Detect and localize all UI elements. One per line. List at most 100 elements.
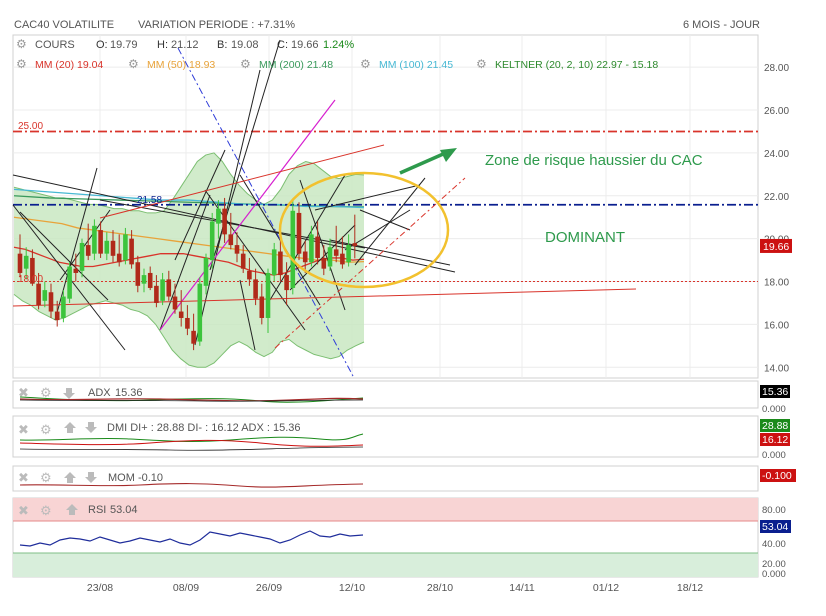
candle-body [290,210,296,288]
gear-icon[interactable]: ⚙ [40,470,52,485]
trend-line [194,69,261,346]
candle-body [54,311,60,321]
move-down-icon[interactable] [63,388,75,399]
main-chart-frame [12,34,759,379]
gear-icon[interactable]: ⚙ [360,57,371,71]
adx-frame [12,380,759,409]
move-up-icon[interactable] [64,422,76,433]
mom-value-badge [760,469,796,482]
candle-body [123,234,128,261]
date-tick-label: 12/10 [339,582,365,594]
close-icon[interactable]: ✖ [18,422,29,437]
candle-body [302,251,308,263]
move-up-icon[interactable] [64,472,76,483]
move-up-icon[interactable] [66,504,78,515]
gear-icon[interactable]: ⚙ [40,422,52,437]
date-tick-label: 08/09 [173,582,199,594]
candle-body [141,275,147,284]
gear-icon[interactable]: ⚙ [16,57,27,71]
keltner-lower-line [13,293,365,368]
dmi-minus-badge [760,433,790,446]
candle-body [116,253,122,263]
ma100-line [13,188,365,209]
indicator-label: KELTNER (20, 2, 10) 22.97 - 15.18 [495,59,658,71]
trend-line [12,174,456,273]
dmi-label: DMI DI+ : 28.88 DI- : 16.12 ADX : 15.36 [107,422,301,434]
indicator-label: MM (20) 19.04 [35,59,103,71]
rsi-label: RSI [88,504,106,516]
adx-value: 15.36 [762,386,788,398]
main-chart: 14.0016.0018.0020.0022.0024.0026.0028.00… [12,34,792,379]
adx-panel: ✖ ⚙ ADX 15.36 15.36 0.000 [12,380,790,415]
candle-body [129,238,134,265]
close-icon[interactable]: ✖ [18,385,29,400]
ma200-line [13,195,365,208]
candle-body [240,253,246,269]
risk-zone-ellipse [278,171,450,289]
trend-line [159,194,211,331]
rsi-tick-label: 80.00 [762,505,786,516]
high-label: H: [157,39,168,51]
close-icon[interactable]: ✖ [18,470,29,485]
indicator-label: MM (100) 21.45 [379,59,453,71]
adx-value-text: 15.36 [115,387,143,399]
dmi-adx-line [19,446,364,451]
mom-label: MOM -0.10 [108,472,163,484]
date-tick-label: 18/12 [677,582,703,594]
trend-line [209,39,281,271]
candle-body [284,275,289,291]
move-down-icon[interactable] [85,472,97,483]
rsi-tick-label: 20.00 [762,559,786,570]
candle-body [191,330,196,344]
candle-body [85,245,91,256]
candle-body [92,225,97,254]
price-tick-label: 28.00 [764,63,789,74]
rsi-value-badge [760,520,791,533]
candle-body [160,279,165,301]
candle-body [110,240,116,256]
trend-line [354,177,426,266]
date-axis: 23/08 08/09 26/09 12/10 28/10 14/11 01/12 18/12 [87,582,703,594]
rsi-panel: ✖ ⚙ RSI 53.04 80.00 40.00 20.000.000 53.04 [12,497,791,580]
gear-icon[interactable]: ⚙ [476,57,487,71]
arrow-shaft [399,149,451,175]
price-tick-label: 26.00 [764,106,789,117]
adx-line [19,397,364,402]
adx-label: ADX [88,387,111,399]
cours-label: COURS [35,39,75,51]
adx-base-line [19,399,364,402]
mom-panel: ✖ ⚙ MOM -0.10 -0.100 [12,465,796,492]
candle-body [67,266,72,299]
candle-body [216,208,221,224]
high-value: 21.12 [171,39,199,51]
variation-text: VARIATION PERIODE : +7.31% [138,19,295,31]
gear-icon[interactable]: ⚙ [40,385,52,400]
low-value: 19.08 [231,39,259,51]
trend-line [19,211,109,301]
gear-icon[interactable]: ⚙ [40,503,52,518]
candle-body [321,257,327,269]
gear-icon[interactable]: ⚙ [128,57,139,71]
gear-icon[interactable]: ⚙ [16,37,27,51]
indicator-label: MM (200) 21.48 [259,59,333,71]
trend-line [314,184,421,211]
candle-body [340,253,345,265]
close-value: 19.66 [291,39,319,51]
legend-cours: ⚙ COURS O: 19.79 H: 21.12 B: 19.08 C: 19… [16,37,354,51]
current-price-badge [760,238,792,253]
candle-body [166,279,172,297]
close-icon[interactable]: ✖ [18,503,29,518]
adx-axis-zero: 0.000 [762,404,786,415]
price-axis: 14.0016.0018.0020.0022.0024.0026.0028.00… [760,63,792,374]
price-tick-label: 16.00 [764,320,789,331]
candle-body [352,243,358,246]
zone-risk-label: Zone de risque haussier du CAC [485,152,703,169]
candle-body [327,247,333,267]
move-down-icon[interactable] [85,422,97,433]
candle-body [73,268,79,273]
date-tick-label: 26/09 [256,582,282,594]
gear-icon[interactable]: ⚙ [240,57,251,71]
candle-body [228,234,234,246]
candle-body [178,311,184,318]
mom-line [19,483,364,488]
